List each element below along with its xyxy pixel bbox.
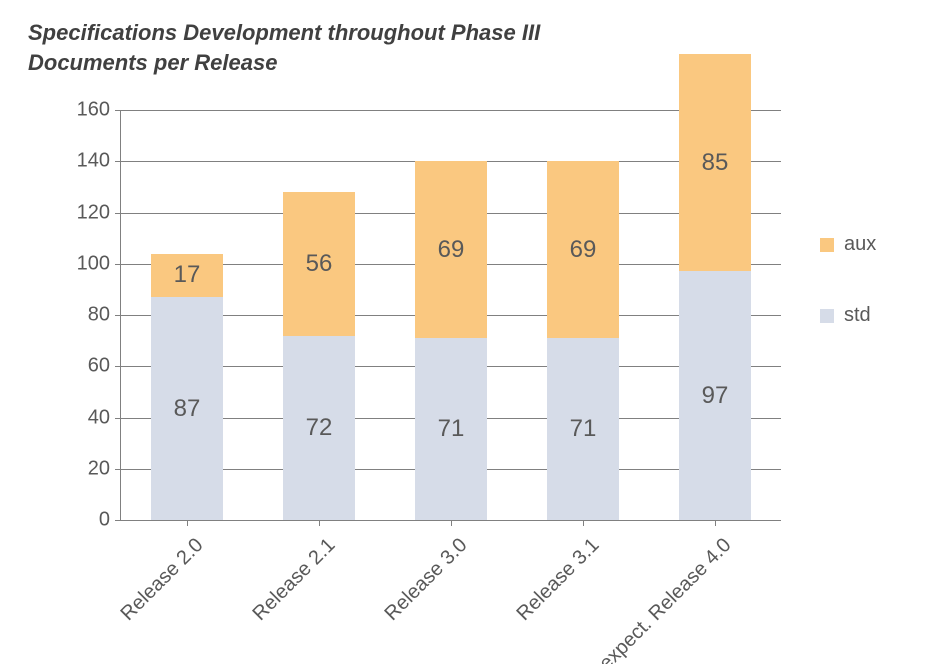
chart-title-line2: Documents per Release <box>28 48 540 78</box>
bar-value-label: 71 <box>547 415 620 443</box>
category-label: expect. Release 4.0 <box>579 534 737 664</box>
plot-area: 87 17 72 56 71 69 71 69 97 85 <box>120 110 781 521</box>
y-tick-label: 40 <box>40 406 110 429</box>
bar-value-label: 87 <box>151 395 224 423</box>
y-tick-mark <box>115 418 121 419</box>
category-label: Release 2.0 <box>51 534 209 664</box>
category-label: Release 2.1 <box>183 534 341 664</box>
y-tick-mark <box>115 110 121 111</box>
y-tick-mark <box>115 469 121 470</box>
bar-value-label: 71 <box>415 415 488 443</box>
y-tick-mark <box>115 161 121 162</box>
y-tick-label: 80 <box>40 304 110 327</box>
y-tick-mark <box>115 520 121 521</box>
bar-value-label: 56 <box>283 250 356 278</box>
x-tick-mark <box>187 520 188 526</box>
y-tick-label: 0 <box>40 509 110 532</box>
y-tick-label: 100 <box>40 252 110 275</box>
legend-label: aux <box>844 233 876 256</box>
chart-title-line1: Specifications Development throughout Ph… <box>28 18 540 48</box>
y-tick-mark <box>115 366 121 367</box>
legend: aux std <box>820 233 876 375</box>
y-tick-mark <box>115 264 121 265</box>
x-tick-mark <box>451 520 452 526</box>
x-tick-mark <box>715 520 716 526</box>
y-tick-label: 140 <box>40 150 110 173</box>
legend-label: std <box>844 304 871 327</box>
bar-value-label: 85 <box>679 149 752 177</box>
category-label: Release 3.1 <box>447 534 605 664</box>
y-tick-mark <box>115 315 121 316</box>
legend-swatch <box>820 309 834 323</box>
y-tick-mark <box>115 213 121 214</box>
chart-title: Specifications Development throughout Ph… <box>28 18 540 77</box>
legend-item-aux: aux <box>820 233 876 256</box>
y-tick-label: 120 <box>40 201 110 224</box>
y-tick-label: 20 <box>40 457 110 480</box>
x-tick-mark <box>583 520 584 526</box>
bar-value-label: 97 <box>679 382 752 410</box>
bar-value-label: 72 <box>283 414 356 442</box>
x-tick-mark <box>319 520 320 526</box>
bar-value-label: 69 <box>415 236 488 264</box>
y-tick-label: 60 <box>40 355 110 378</box>
y-tick-label: 160 <box>40 99 110 122</box>
legend-item-std: std <box>820 304 876 327</box>
legend-swatch <box>820 238 834 252</box>
bar-value-label: 69 <box>547 236 620 264</box>
bar-value-label: 17 <box>151 261 224 289</box>
chart-area: 0 20 40 60 80 100 120 140 160 87 17 72 56 71 69 71 69 97… <box>40 100 910 640</box>
category-label: Release 3.0 <box>315 534 473 664</box>
